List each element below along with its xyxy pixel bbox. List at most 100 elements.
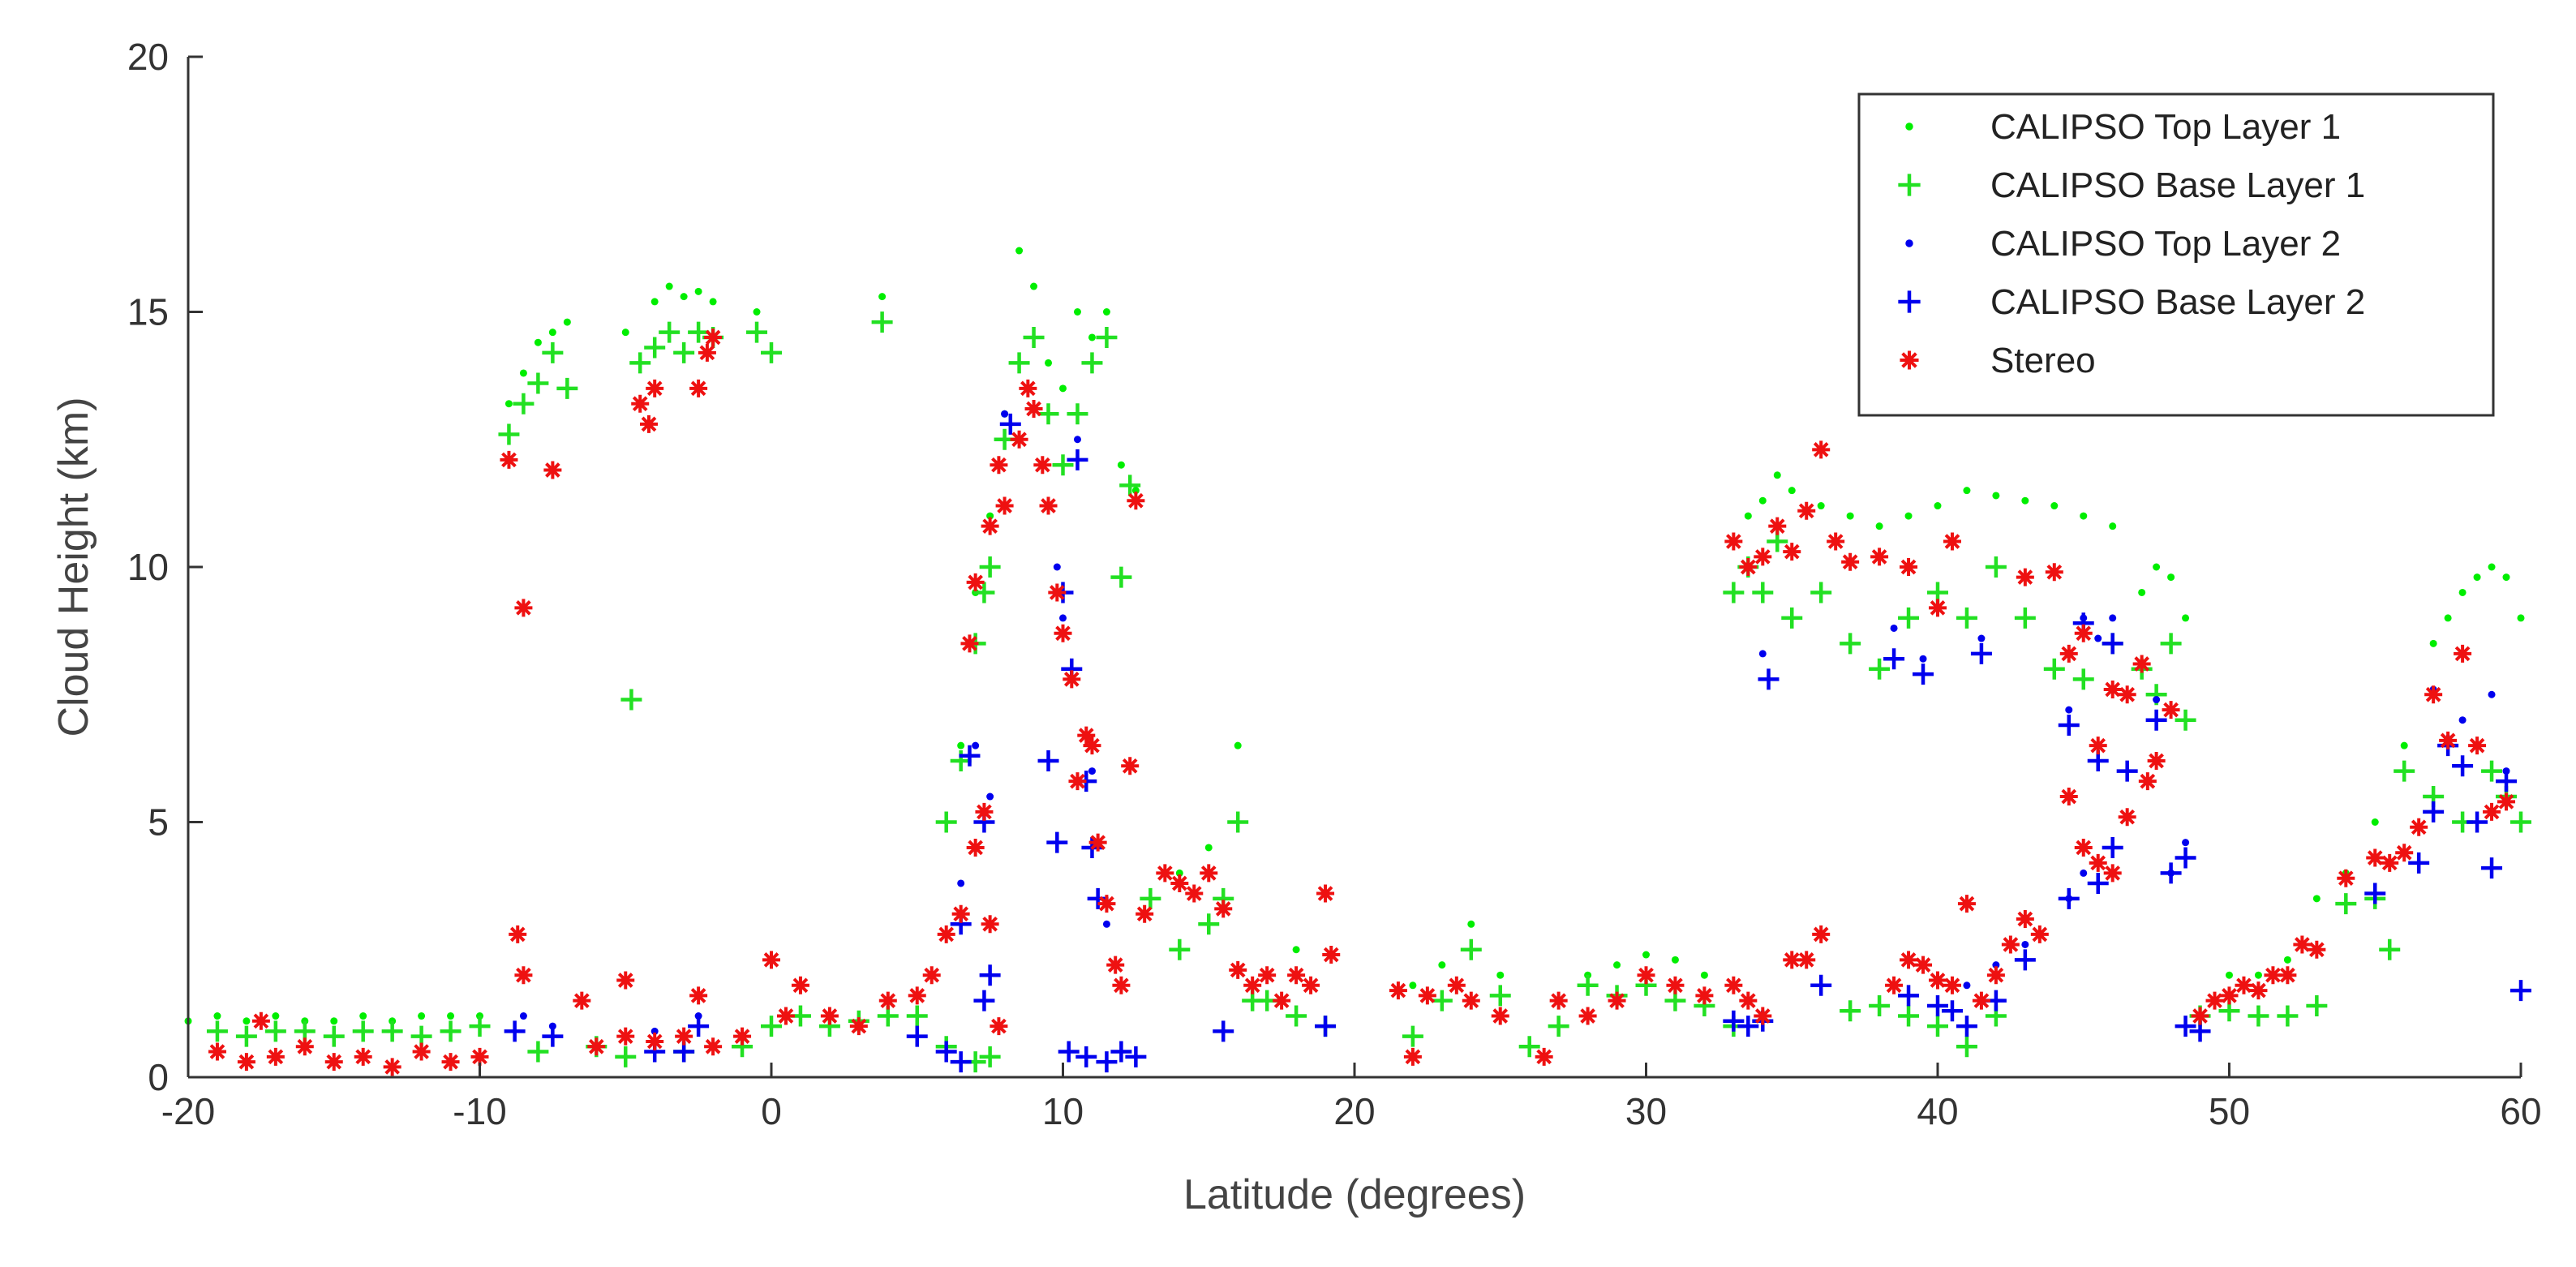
data-point [2379, 938, 2401, 960]
data-point [2175, 709, 2196, 731]
data-point [1927, 1016, 1948, 1037]
data-point [208, 1042, 226, 1061]
data-point [820, 1007, 839, 1025]
data-point [2293, 935, 2312, 954]
data-point [1885, 976, 1904, 994]
data-point [2016, 910, 2034, 929]
data-point [1758, 668, 1780, 690]
data-point [2102, 633, 2123, 655]
data-point [621, 329, 629, 337]
data-point [966, 838, 985, 857]
legend-item: CALIPSO Top Layer 2 [1905, 224, 2341, 264]
data-point [762, 951, 780, 969]
data-point [937, 925, 955, 943]
data-point [264, 1020, 286, 1042]
tick-labels: -20 -10 0 10 20 30 40 50 60 0 5 10 15 20 [127, 36, 2542, 1132]
data-point [1905, 239, 1913, 247]
data-point [1102, 920, 1110, 928]
data-point [1913, 664, 1934, 685]
data-point [2145, 709, 2167, 731]
data-point [935, 811, 957, 833]
data-point [2473, 573, 2481, 582]
data-point [1737, 1016, 1759, 1037]
data-point [2030, 925, 2049, 943]
data-point [2488, 690, 2496, 698]
data-point [2395, 844, 2414, 862]
data-point [999, 413, 1021, 435]
data-point [1608, 991, 1626, 1010]
data-point [2468, 737, 2487, 755]
data-point [1402, 1025, 1423, 1047]
data-point [1054, 624, 1072, 642]
data-point [519, 369, 527, 377]
data-point [1992, 492, 2000, 500]
data-point [650, 1027, 659, 1035]
data-point [1023, 326, 1045, 348]
data-point [509, 925, 527, 943]
data-point [1024, 400, 1043, 419]
data-point [1213, 1020, 1234, 1042]
data-point [2043, 658, 2065, 680]
y-tick-label: 5 [148, 801, 169, 844]
data-point [2160, 633, 2182, 655]
data-point [1067, 449, 1088, 470]
legend-label: CALIPSO Top Layer 1 [1990, 107, 2341, 147]
data-point [1088, 833, 1107, 852]
data-point [2058, 887, 2080, 909]
data-point [689, 379, 708, 397]
data-point [1030, 282, 1038, 290]
data-point [266, 1047, 285, 1066]
data-point [2094, 634, 2102, 642]
data-point [2423, 801, 2445, 822]
data-point [1169, 938, 1191, 960]
data-point [1941, 1000, 1963, 1022]
data-point [704, 328, 723, 346]
data-point [704, 1037, 723, 1056]
data-point [878, 293, 887, 301]
data-point [2444, 614, 2452, 622]
data-point [1783, 543, 1801, 561]
data-point [871, 311, 893, 333]
data-point [573, 991, 591, 1010]
data-point [2394, 760, 2415, 782]
data-point [979, 964, 1001, 986]
data-point [973, 990, 995, 1011]
data-point [791, 976, 809, 994]
data-point [990, 456, 1008, 475]
data-point [2132, 655, 2151, 673]
data-point [1744, 512, 1752, 520]
data-point [447, 1012, 455, 1020]
data-point [2429, 639, 2437, 647]
data-point [1812, 925, 1831, 943]
data-point [441, 1053, 460, 1072]
y-tick-label: 10 [127, 546, 169, 588]
data-point [1781, 607, 1803, 629]
data-point [2021, 496, 2029, 505]
data-point [1883, 648, 1905, 670]
data-point [629, 352, 651, 374]
data-point [1956, 607, 1977, 629]
data-point [2014, 949, 2036, 971]
data-point [1724, 532, 1743, 551]
data-point [1739, 558, 1758, 576]
data-point [2400, 741, 2408, 749]
data-point [1642, 951, 1650, 959]
data-point [981, 517, 999, 535]
x-tick-label: 50 [2209, 1090, 2250, 1132]
data-point [1088, 333, 1096, 341]
x-tick-label: -10 [453, 1090, 506, 1132]
data-point [1972, 991, 1990, 1010]
data-point [922, 966, 941, 985]
data-point [1081, 352, 1103, 374]
data-point [1869, 658, 1891, 680]
data-point [2517, 614, 2525, 622]
data-point [548, 329, 556, 337]
data-point [2278, 966, 2297, 985]
x-tick-label: 0 [761, 1090, 782, 1132]
data-point [1467, 920, 1475, 928]
data-point [2337, 869, 2355, 887]
data-point [688, 1016, 710, 1037]
data-point [1898, 985, 1920, 1007]
data-point [1019, 379, 1037, 397]
data-point [504, 1020, 526, 1042]
